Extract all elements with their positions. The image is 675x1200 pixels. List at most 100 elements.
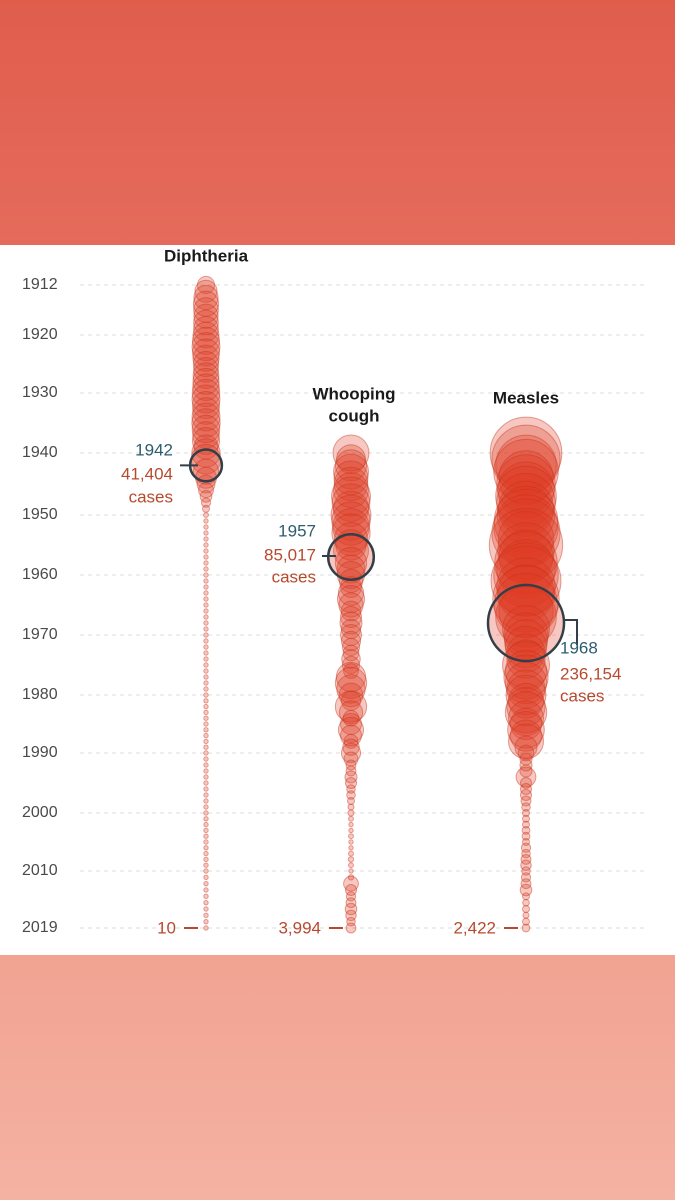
data-bubble xyxy=(519,752,533,766)
data-bubble xyxy=(347,797,355,805)
data-bubble xyxy=(203,833,209,839)
peak-year-label: 1957 xyxy=(278,521,316,540)
data-bubble xyxy=(203,536,209,542)
data-bubble xyxy=(504,661,548,705)
year-tick-label: 1920 xyxy=(22,326,58,343)
year-tick-label: 1960 xyxy=(22,566,58,583)
data-bubble xyxy=(203,692,209,698)
data-bubble xyxy=(203,530,209,536)
data-bubble xyxy=(203,620,209,626)
data-bubble xyxy=(203,674,209,680)
data-bubble xyxy=(203,721,209,727)
data-bubble xyxy=(338,700,364,725)
data-bubble xyxy=(497,522,555,580)
data-bubble xyxy=(191,326,221,355)
data-bubble xyxy=(203,768,209,774)
data-bubble xyxy=(344,902,358,916)
data-bubble xyxy=(203,686,209,692)
data-bubble xyxy=(191,438,221,468)
data-bubble xyxy=(342,738,360,756)
data-bubble xyxy=(495,434,557,497)
end-value-label: 10 xyxy=(157,918,176,937)
data-bubble xyxy=(508,682,544,719)
data-bubble xyxy=(334,449,368,482)
data-bubble xyxy=(192,367,220,395)
data-bubble xyxy=(343,751,359,767)
data-bubble xyxy=(203,518,209,524)
data-bubble xyxy=(191,426,221,456)
data-bubble xyxy=(203,566,209,572)
data-bubble xyxy=(203,608,209,614)
data-bubble xyxy=(203,827,209,834)
data-bubble xyxy=(521,848,531,859)
data-bubble xyxy=(509,719,543,752)
data-bubble xyxy=(522,838,530,846)
data-bubble xyxy=(202,504,210,513)
data-bubble xyxy=(522,898,530,907)
data-bubble xyxy=(203,918,209,925)
data-bubble xyxy=(203,786,209,792)
data-bubble xyxy=(333,466,369,502)
data-bubble xyxy=(341,637,361,657)
data-bubble xyxy=(192,362,220,389)
data-bubble xyxy=(192,458,220,485)
data-bubble xyxy=(338,682,364,708)
data-bubble xyxy=(345,759,357,771)
data-bubble xyxy=(203,668,209,674)
data-bubble xyxy=(203,638,209,644)
data-bubble xyxy=(509,707,543,741)
data-bubble xyxy=(340,724,362,747)
bubble-chart: 1912 1920 1930 1940 1950 1960 1970 1980 1990 2000… xyxy=(22,246,645,937)
data-bubble xyxy=(336,554,366,584)
data-bubble xyxy=(203,868,209,874)
data-bubble xyxy=(193,303,219,329)
data-bubble xyxy=(333,521,369,557)
data-bubble xyxy=(340,630,362,652)
data-bubble xyxy=(521,831,531,841)
year-tick-label: 1990 xyxy=(22,744,58,761)
data-bubble xyxy=(515,766,537,788)
data-bubble xyxy=(340,742,362,764)
data-bubble xyxy=(192,350,220,378)
end-value-label: 2,422 xyxy=(453,918,496,937)
data-bubble xyxy=(193,309,219,336)
data-bubble xyxy=(343,733,359,749)
data-bubble xyxy=(203,715,209,721)
data-bubble xyxy=(203,925,209,931)
peak-cases-label: 236,154 xyxy=(560,664,621,683)
data-bubble xyxy=(340,624,362,646)
data-bubble xyxy=(192,344,220,372)
data-bubble xyxy=(496,454,556,514)
year-tick-label: 1912 xyxy=(22,276,58,293)
data-bubble xyxy=(191,390,221,420)
data-bubble xyxy=(203,845,209,851)
data-bubble xyxy=(191,378,221,408)
data-bubble xyxy=(192,373,220,402)
data-bubble xyxy=(203,874,209,881)
data-bubble xyxy=(519,788,533,802)
peak-cases-unit: cases xyxy=(129,487,173,506)
data-bubble xyxy=(331,476,371,517)
year-tick-label: 1950 xyxy=(22,506,58,523)
data-bubble xyxy=(520,872,532,883)
data-bubble xyxy=(496,557,556,617)
data-bubble xyxy=(336,444,366,475)
data-bubble xyxy=(340,618,362,640)
data-bubble xyxy=(191,414,221,444)
data-bubble xyxy=(335,661,367,693)
data-bubble xyxy=(203,792,209,798)
data-bubble xyxy=(335,529,367,561)
data-bubble xyxy=(203,656,209,662)
data-bubble xyxy=(341,655,361,675)
data-bubble xyxy=(334,690,368,723)
data-bubble xyxy=(203,774,209,780)
data-bubble xyxy=(203,893,209,900)
data-bubble xyxy=(344,883,358,897)
data-bubble xyxy=(522,814,530,823)
data-bubble xyxy=(194,279,218,303)
data-bubble xyxy=(193,297,219,323)
data-bubble xyxy=(347,874,355,881)
data-bubble xyxy=(203,626,209,632)
data-bubble xyxy=(348,868,354,874)
data-bubble xyxy=(490,545,562,617)
